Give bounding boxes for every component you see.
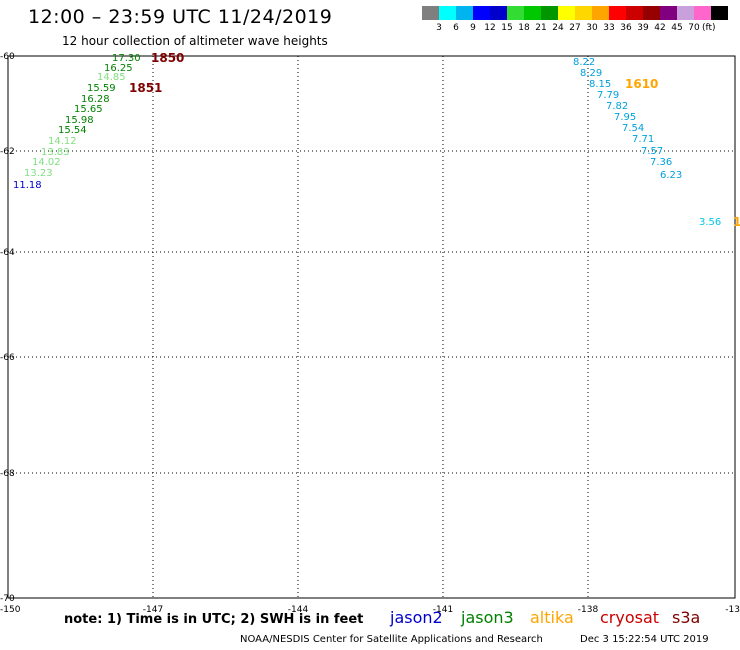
swh-value: 8.29: [580, 68, 602, 79]
swh-value: 7.79: [597, 90, 619, 101]
legend-swatch: [473, 6, 490, 20]
legend-swatch: [507, 6, 524, 20]
lat-label: -68: [0, 469, 15, 479]
footer-note: note: 1) Time is in UTC; 2) SWH is in fe…: [64, 612, 364, 627]
swh-value: 13.83: [41, 147, 70, 158]
satellite-altika: altika: [530, 608, 574, 627]
legend-swatch: [626, 6, 643, 20]
legend-label: 27: [569, 23, 581, 33]
legend-swatch: [677, 6, 694, 20]
pass-time-label: 1851: [129, 81, 162, 95]
lon-label: -138: [578, 605, 599, 615]
swh-value: 15.54: [58, 125, 87, 136]
legend-label: 33: [603, 23, 615, 33]
swh-value: 15.98: [65, 115, 94, 126]
lon-label: -147: [143, 605, 163, 615]
swh-value: 7.36: [650, 157, 672, 168]
legend-label: 45: [671, 23, 683, 33]
legend-swatch: [422, 6, 439, 20]
satellite-cryosat: cryosat: [600, 608, 660, 627]
swh-value: 16.25: [104, 63, 133, 74]
legend-label: 39: [637, 23, 649, 33]
legend-label: 6: [453, 23, 459, 33]
swh-value: 14.02: [32, 157, 61, 168]
legend-swatch: [490, 6, 507, 20]
swh-value: 7.82: [606, 101, 628, 112]
satellite-jason2: jason2: [390, 608, 443, 627]
map-subtitle: 12 hour collection of altimeter wave hei…: [62, 34, 328, 48]
lon-label: -150: [0, 605, 21, 615]
legend-label: 70: [688, 23, 700, 33]
legend-swatch: [575, 6, 592, 20]
legend-label: 21: [535, 23, 547, 33]
legend-unit: (ft): [702, 23, 716, 33]
map-title: 12:00 – 23:59 UTC 11/24/2019: [28, 6, 333, 28]
pass-time-label: 1850: [151, 51, 184, 65]
legend-swatch: [643, 6, 660, 20]
lat-label: -70: [0, 594, 15, 604]
legend-label: 30: [586, 23, 598, 33]
legend-swatch: [541, 6, 558, 20]
swh-value: 3.56: [699, 217, 721, 228]
pass-time-label: 1610: [625, 77, 658, 91]
satellite-jason3: jason3: [461, 608, 514, 627]
swh-value: 17.30: [112, 53, 141, 64]
legend-label: 42: [654, 23, 666, 33]
lon-label: -144: [288, 605, 309, 615]
swh-value: 13.23: [24, 168, 53, 179]
swh-value: 15.59: [87, 83, 116, 94]
lat-label: -62: [0, 147, 15, 157]
legend-swatch: [660, 6, 677, 20]
swh-value: 14.85: [97, 72, 126, 83]
swh-value: 7.57: [641, 146, 663, 157]
lon-label: -141: [433, 605, 453, 615]
legend-swatch: [711, 6, 728, 20]
credit-line: NOAA/NESDIS Center for Satellite Applica…: [240, 634, 543, 645]
swh-value: 6.23: [660, 170, 682, 181]
legend-label: 9: [470, 23, 476, 33]
swh-value: 7.95: [614, 112, 636, 123]
legend-swatch: [694, 6, 711, 20]
swh-value: 16.28: [81, 94, 110, 105]
plot-frame: [7, 55, 736, 599]
legend-swatch: [456, 6, 473, 20]
generation-timestamp: Dec 3 15:22:54 UTC 2019: [580, 634, 709, 645]
legend-label: 36: [620, 23, 632, 33]
satellite-s3a: s3a: [672, 608, 701, 627]
legend-label: 15: [501, 23, 513, 33]
lon-label: -13: [725, 605, 740, 615]
swh-value: 8.15: [589, 79, 611, 90]
swh-value: 14.12: [48, 136, 77, 147]
legend-swatch: [524, 6, 541, 20]
lat-label: -60: [0, 52, 15, 62]
legend-swatch: [592, 6, 609, 20]
swh-value: 15.65: [74, 104, 103, 115]
swh-value: 7.54: [622, 123, 644, 134]
swh-value: 7.71: [632, 134, 654, 145]
swh-value: 11.18: [13, 180, 42, 191]
pass-time-label: 1: [733, 215, 740, 229]
legend-swatch: [558, 6, 575, 20]
lat-label: -64: [0, 248, 15, 258]
swh-value: 8.22: [573, 57, 595, 68]
legend-label: 24: [552, 23, 564, 33]
legend-swatch: [439, 6, 456, 20]
legend-label: 3: [436, 23, 442, 33]
legend-swatch: [609, 6, 626, 20]
legend-label: 18: [518, 23, 530, 33]
lat-label: -66: [0, 353, 15, 363]
legend-label: 12: [484, 23, 496, 33]
